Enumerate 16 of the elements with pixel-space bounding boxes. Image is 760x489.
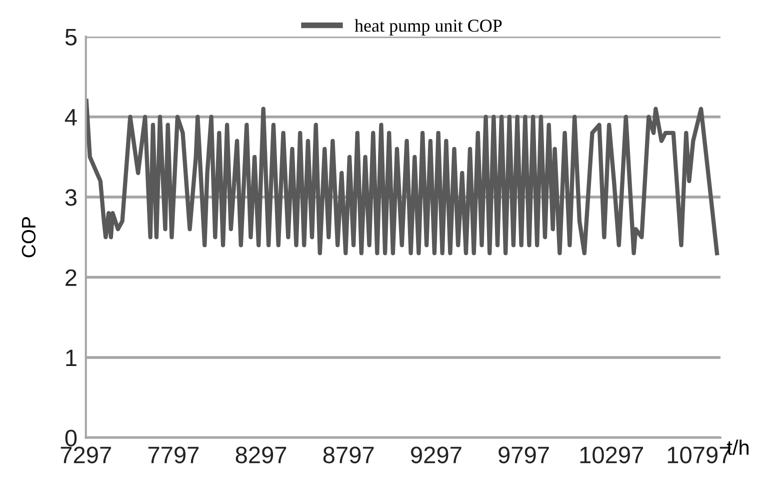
y-tick-label: 1 — [66, 350, 76, 366]
line-series — [86, 98, 720, 256]
y-tick-label: 3 — [65, 189, 77, 206]
x-tick-label: 7797 — [148, 446, 199, 464]
x-tick-label: 8297 — [236, 446, 286, 464]
legend-label: heat pump unit COP — [354, 19, 502, 36]
y-tick-label: 2 — [66, 269, 76, 286]
x-tick-label: 8797 — [323, 446, 374, 464]
y-tick-label: 5 — [65, 28, 77, 46]
y-tick-label: 4 — [64, 109, 77, 126]
x-tick-label: 9797 — [498, 446, 549, 464]
y-tick-label: 0 — [65, 430, 77, 446]
y-axis-title: COP — [22, 217, 36, 258]
x-tick-label: 10297 — [580, 446, 643, 464]
x-tick-label: 7297 — [60, 446, 111, 464]
x-tick-label: 9297 — [411, 446, 462, 464]
